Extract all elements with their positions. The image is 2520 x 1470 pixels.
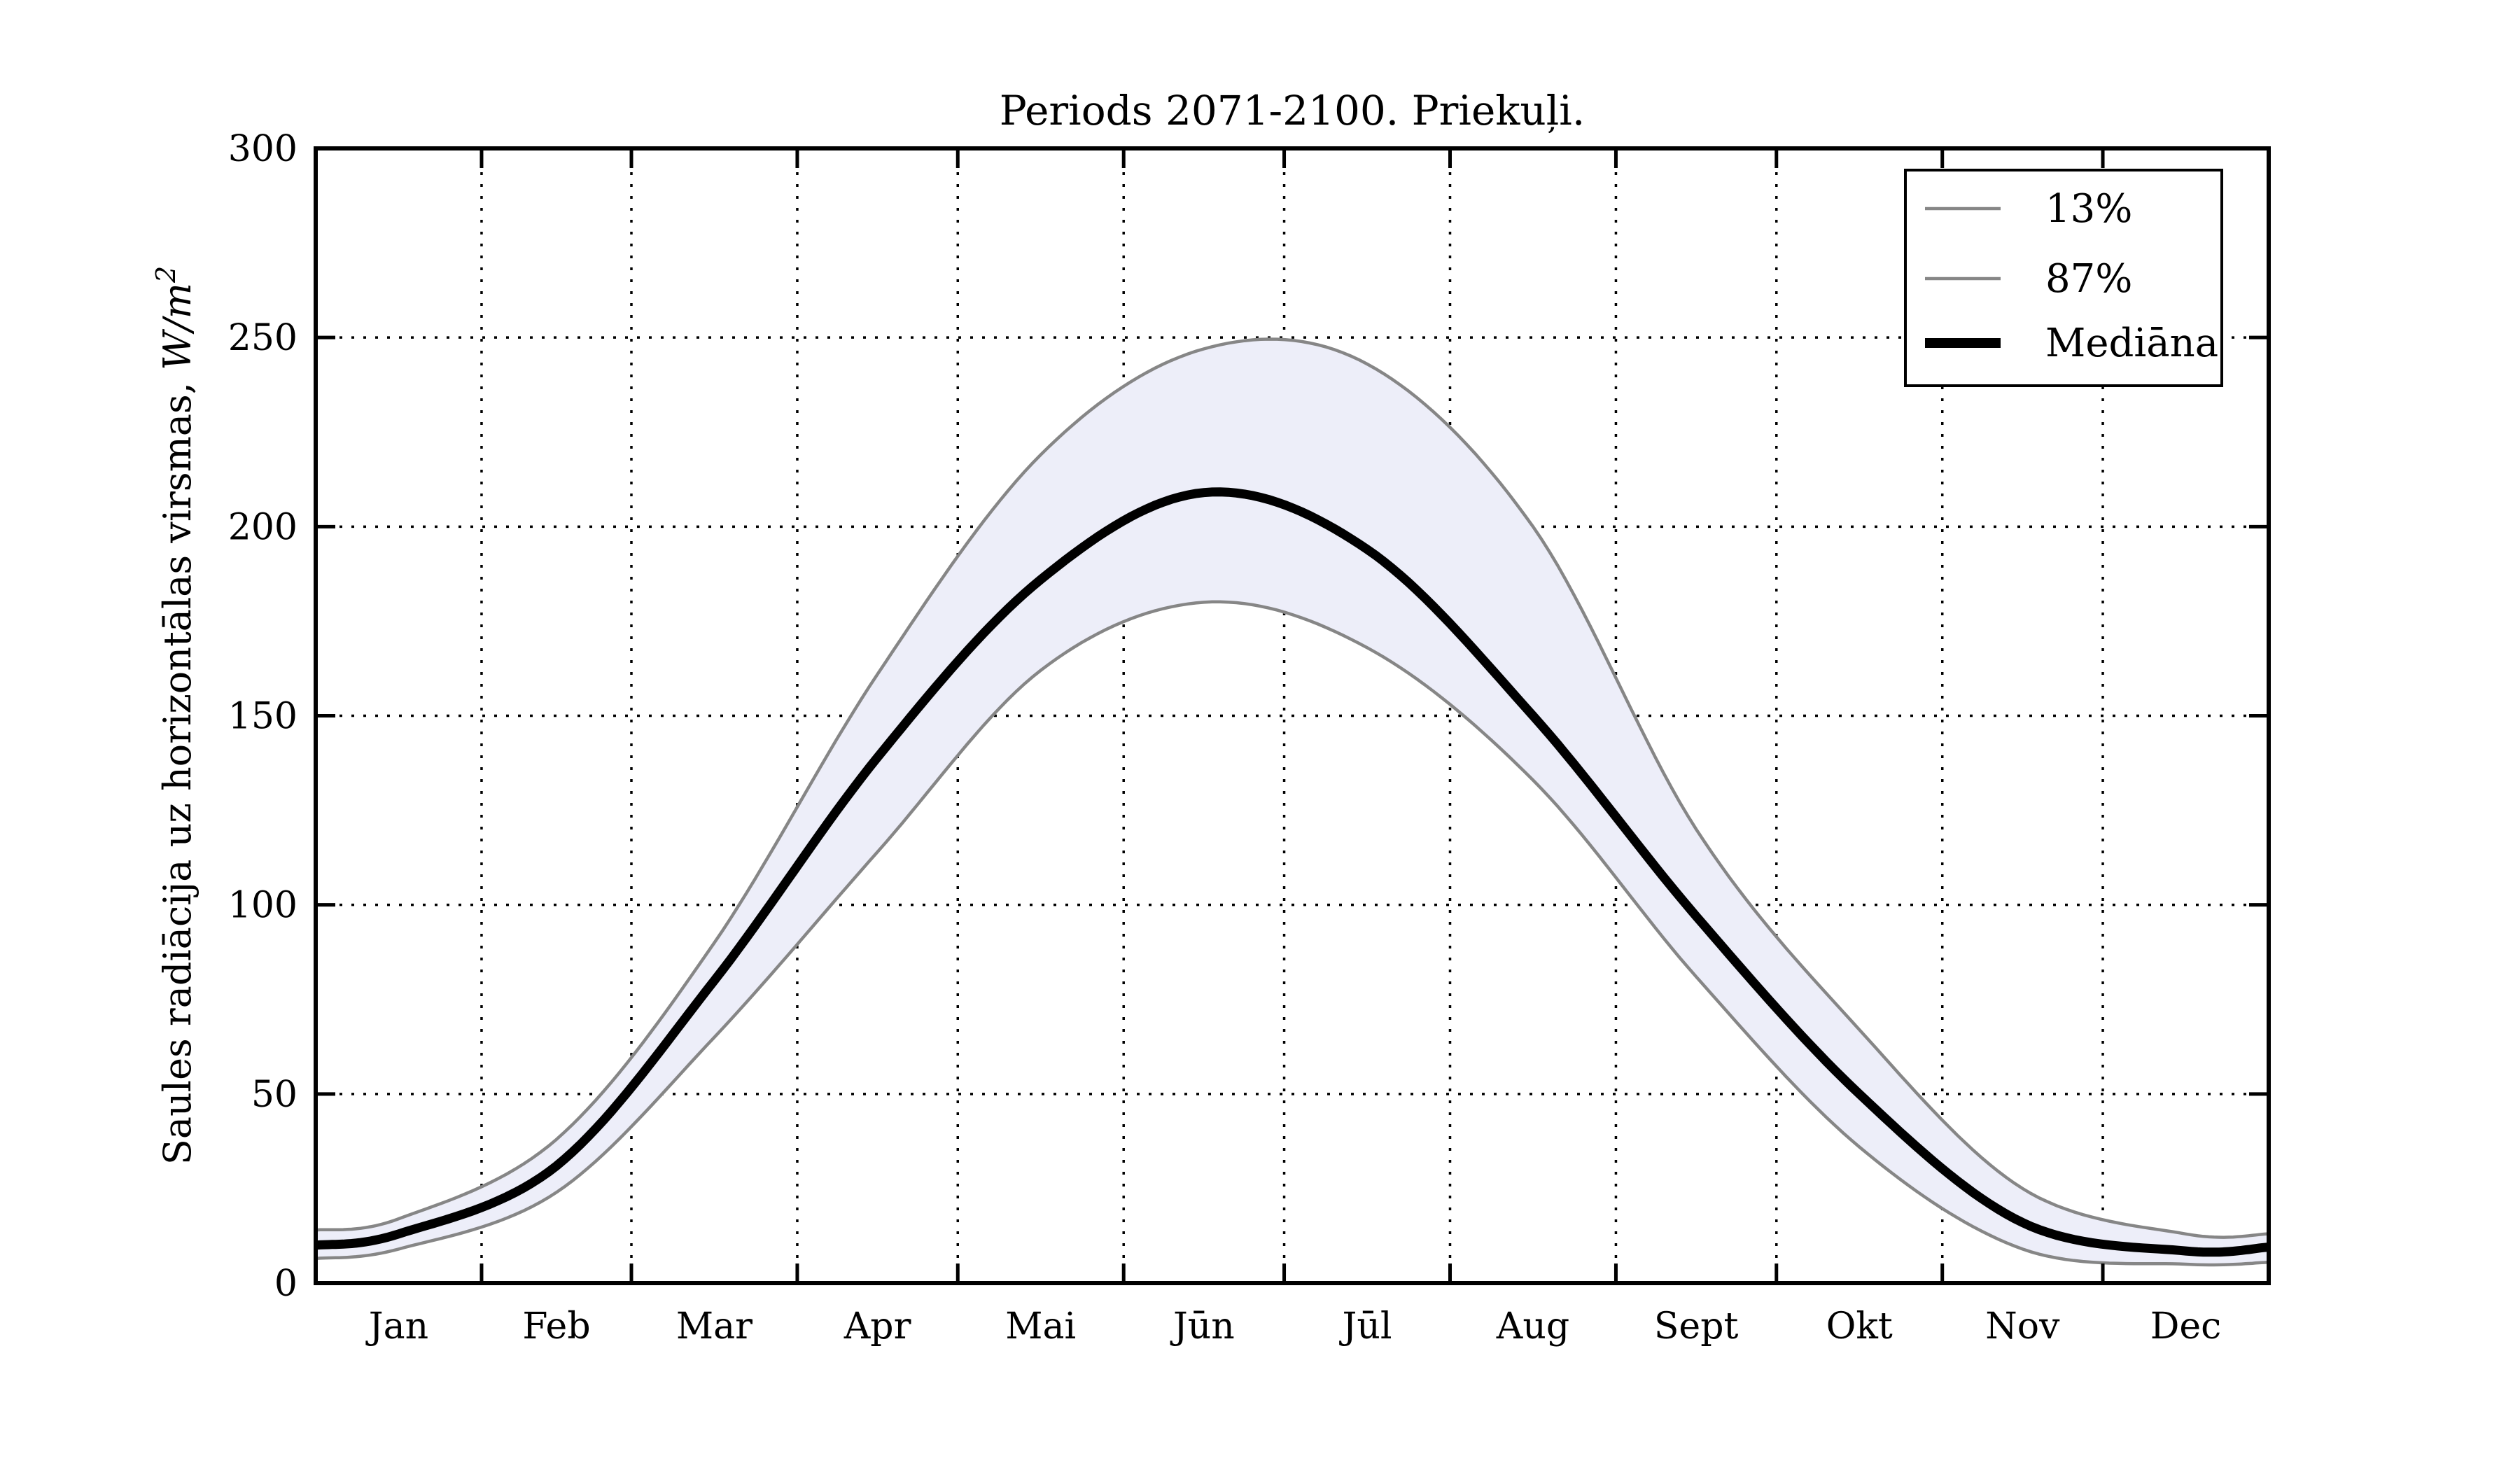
y-axis-label-units: W/m <box>155 283 200 370</box>
month-label-mai: Mai <box>1005 1306 1076 1348</box>
y-axis-label-text: Saules radiācija uz horizontālas virsmas… <box>155 370 200 1165</box>
month-label-feb: Feb <box>522 1306 590 1348</box>
legend: 13% 87% Mediāna <box>1904 169 2223 387</box>
y-tick-label: 150 <box>228 696 298 738</box>
month-label-sept: Sept <box>1654 1306 1739 1348</box>
month-label-okt: Okt <box>1826 1306 1893 1348</box>
y-tick-label: 300 <box>228 128 298 170</box>
legend-label-13pct: 13% <box>2045 186 2132 232</box>
y-tick-label: 100 <box>228 885 298 927</box>
chart-title: Periods 2071-2100. Priekuļi. <box>1000 87 1586 134</box>
y-tick-label: 50 <box>251 1074 298 1116</box>
legend-label-mediana: Mediāna <box>2045 321 2218 366</box>
y-axis-tick-labels: 0 50 100 150 200 250 300 <box>228 128 298 1305</box>
x-axis-month-labels: Jan Feb Mar Apr Mai Jūn Jūl Aug Sept Okt Nov Dec <box>365 1306 2222 1348</box>
month-label-nov: Nov <box>1985 1306 2060 1348</box>
y-tick-label: 200 <box>228 506 298 548</box>
y-tick-label: 0 <box>274 1263 298 1305</box>
month-label-jūl: Jūl <box>1339 1306 1392 1348</box>
y-axis-label-exponent: 2 <box>150 266 181 284</box>
month-label-apr: Apr <box>844 1306 911 1348</box>
month-label-jan: Jan <box>365 1306 428 1348</box>
legend-label-87pct: 87% <box>2045 256 2132 302</box>
month-label-aug: Aug <box>1496 1306 1569 1348</box>
median-line <box>315 487 2269 1257</box>
axis-ticks <box>314 146 2271 1285</box>
percentile-87-line <box>315 337 2269 1239</box>
percentile-13-line <box>315 600 2269 1267</box>
month-label-dec: Dec <box>2150 1306 2222 1348</box>
y-tick-label: 250 <box>228 317 298 359</box>
percentile-band <box>316 339 2269 1265</box>
month-label-mar: Mar <box>676 1306 752 1348</box>
month-label-jūn: Jūn <box>1170 1306 1235 1348</box>
y-axis-label: Saules radiācija uz horizontālas virsmas… <box>150 266 200 1165</box>
